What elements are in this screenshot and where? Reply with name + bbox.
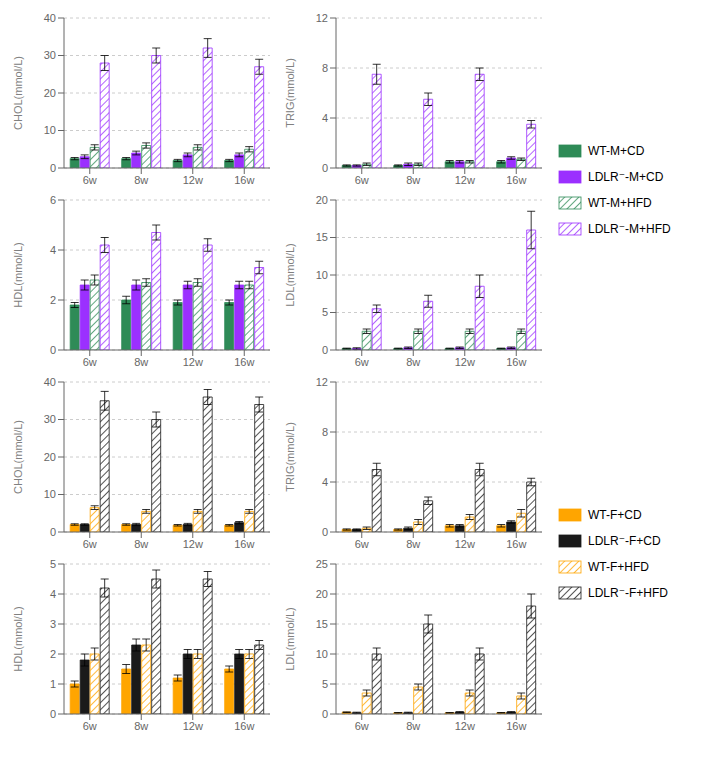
html-text:WT-F+CD: WT-F+CD	[588, 508, 642, 522]
svg-text:12w: 12w	[455, 174, 475, 186]
svg-text:30: 30	[44, 49, 56, 61]
svg-text:1: 1	[50, 678, 56, 690]
svg-text:15: 15	[316, 618, 328, 630]
html-text:WT-M+HFD: WT-M+HFD	[588, 196, 652, 210]
svg-text:0: 0	[322, 162, 328, 174]
svg-text:10: 10	[316, 648, 328, 660]
svg-text:TRIG(mmol/L): TRIG(mmol/L)	[284, 422, 296, 492]
svg-text:25: 25	[316, 558, 328, 570]
svg-text:12w: 12w	[455, 356, 475, 368]
svg-text:6w: 6w	[83, 720, 97, 732]
svg-text:16w: 16w	[506, 174, 526, 186]
svg-text:20: 20	[44, 451, 56, 463]
svg-text:0: 0	[322, 708, 328, 720]
svg-text:LDL(mmol/L): LDL(mmol/L)	[284, 243, 296, 307]
svg-text:0: 0	[50, 526, 56, 538]
svg-text:6: 6	[50, 194, 56, 206]
html-text:LDLR⁻-M+CD: LDLR⁻-M+CD	[588, 170, 664, 184]
svg-text:8w: 8w	[406, 538, 420, 550]
svg-text:0: 0	[50, 344, 56, 356]
svg-text:4: 4	[322, 476, 328, 488]
svg-text:0: 0	[322, 344, 328, 356]
svg-text:8: 8	[322, 62, 328, 74]
svg-text:20: 20	[316, 588, 328, 600]
svg-text:8w: 8w	[406, 356, 420, 368]
html-text:LDLR⁻-F+HFD: LDLR⁻-F+HFD	[588, 586, 668, 600]
svg-text:8w: 8w	[406, 174, 420, 186]
html-text:WT-F+HFD: WT-F+HFD	[588, 560, 649, 574]
svg-text:8: 8	[322, 426, 328, 438]
svg-text:2: 2	[50, 648, 56, 660]
html-text:LDLR⁻-M+HFD: LDLR⁻-M+HFD	[588, 222, 671, 236]
svg-text:12w: 12w	[183, 538, 203, 550]
svg-text:12w: 12w	[183, 720, 203, 732]
svg-text:16w: 16w	[234, 356, 254, 368]
svg-text:16w: 16w	[506, 720, 526, 732]
svg-text:12w: 12w	[455, 538, 475, 550]
svg-text:HDL(mmol/L): HDL(mmol/L)	[12, 606, 24, 671]
svg-text:CHOL(mmol/L): CHOL(mmol/L)	[12, 420, 24, 494]
svg-text:5: 5	[322, 306, 328, 318]
svg-text:6w: 6w	[83, 356, 97, 368]
svg-text:20: 20	[316, 194, 328, 206]
svg-text:HDL(mmol/L): HDL(mmol/L)	[12, 242, 24, 307]
svg-text:5: 5	[50, 558, 56, 570]
svg-text:5: 5	[322, 678, 328, 690]
svg-text:3: 3	[50, 618, 56, 630]
svg-text:20: 20	[44, 87, 56, 99]
svg-text:10: 10	[44, 488, 56, 500]
svg-text:6w: 6w	[83, 174, 97, 186]
svg-text:4: 4	[50, 244, 56, 256]
svg-text:16w: 16w	[234, 174, 254, 186]
html-text:LDLR⁻-F+CD: LDLR⁻-F+CD	[588, 534, 661, 548]
svg-text:10: 10	[44, 124, 56, 136]
svg-text:16w: 16w	[506, 538, 526, 550]
svg-text:4: 4	[322, 112, 328, 124]
svg-text:4: 4	[50, 588, 56, 600]
svg-text:10: 10	[316, 269, 328, 281]
svg-text:16w: 16w	[234, 720, 254, 732]
svg-text:8w: 8w	[134, 356, 148, 368]
html-text:WT-M+CD: WT-M+CD	[588, 144, 645, 158]
svg-text:8w: 8w	[406, 720, 420, 732]
svg-text:0: 0	[50, 162, 56, 174]
svg-text:40: 40	[44, 12, 56, 24]
svg-text:CHOL(mmol/L): CHOL(mmol/L)	[12, 56, 24, 130]
svg-text:15: 15	[316, 231, 328, 243]
svg-text:6w: 6w	[355, 720, 369, 732]
svg-text:12: 12	[316, 12, 328, 24]
svg-text:8w: 8w	[134, 538, 148, 550]
svg-text:6w: 6w	[355, 174, 369, 186]
svg-text:12: 12	[316, 376, 328, 388]
svg-text:12w: 12w	[183, 356, 203, 368]
svg-text:16w: 16w	[234, 538, 254, 550]
svg-text:6w: 6w	[355, 538, 369, 550]
svg-text:12w: 12w	[455, 720, 475, 732]
svg-text:8w: 8w	[134, 720, 148, 732]
svg-text:LDL(mmol/L): LDL(mmol/L)	[284, 607, 296, 671]
svg-text:0: 0	[322, 526, 328, 538]
svg-text:8w: 8w	[134, 174, 148, 186]
svg-text:TRIG(mmol/L): TRIG(mmol/L)	[284, 58, 296, 128]
svg-text:16w: 16w	[506, 356, 526, 368]
svg-text:0: 0	[50, 708, 56, 720]
svg-text:6w: 6w	[83, 538, 97, 550]
svg-text:40: 40	[44, 376, 56, 388]
svg-text:6w: 6w	[355, 356, 369, 368]
svg-text:2: 2	[50, 294, 56, 306]
svg-text:12w: 12w	[183, 174, 203, 186]
svg-text:30: 30	[44, 413, 56, 425]
